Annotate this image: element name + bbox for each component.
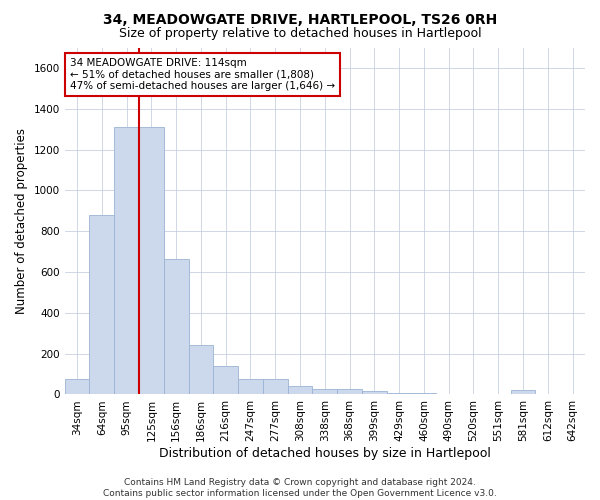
Bar xyxy=(287,386,313,394)
Bar xyxy=(337,390,362,394)
Bar xyxy=(263,379,287,394)
Bar xyxy=(89,215,114,394)
Bar xyxy=(65,379,89,394)
Bar xyxy=(511,390,535,394)
Text: Size of property relative to detached houses in Hartlepool: Size of property relative to detached ho… xyxy=(119,28,481,40)
Y-axis label: Number of detached properties: Number of detached properties xyxy=(15,128,28,314)
X-axis label: Distribution of detached houses by size in Hartlepool: Distribution of detached houses by size … xyxy=(159,447,491,460)
Bar xyxy=(164,258,188,394)
Text: Contains HM Land Registry data © Crown copyright and database right 2024.
Contai: Contains HM Land Registry data © Crown c… xyxy=(103,478,497,498)
Bar xyxy=(362,392,387,394)
Bar xyxy=(313,390,337,394)
Bar xyxy=(114,127,139,394)
Bar xyxy=(188,346,214,395)
Text: 34, MEADOWGATE DRIVE, HARTLEPOOL, TS26 0RH: 34, MEADOWGATE DRIVE, HARTLEPOOL, TS26 0… xyxy=(103,12,497,26)
Bar xyxy=(238,379,263,394)
Text: 34 MEADOWGATE DRIVE: 114sqm
← 51% of detached houses are smaller (1,808)
47% of : 34 MEADOWGATE DRIVE: 114sqm ← 51% of det… xyxy=(70,58,335,91)
Bar xyxy=(214,366,238,394)
Bar xyxy=(139,127,164,394)
